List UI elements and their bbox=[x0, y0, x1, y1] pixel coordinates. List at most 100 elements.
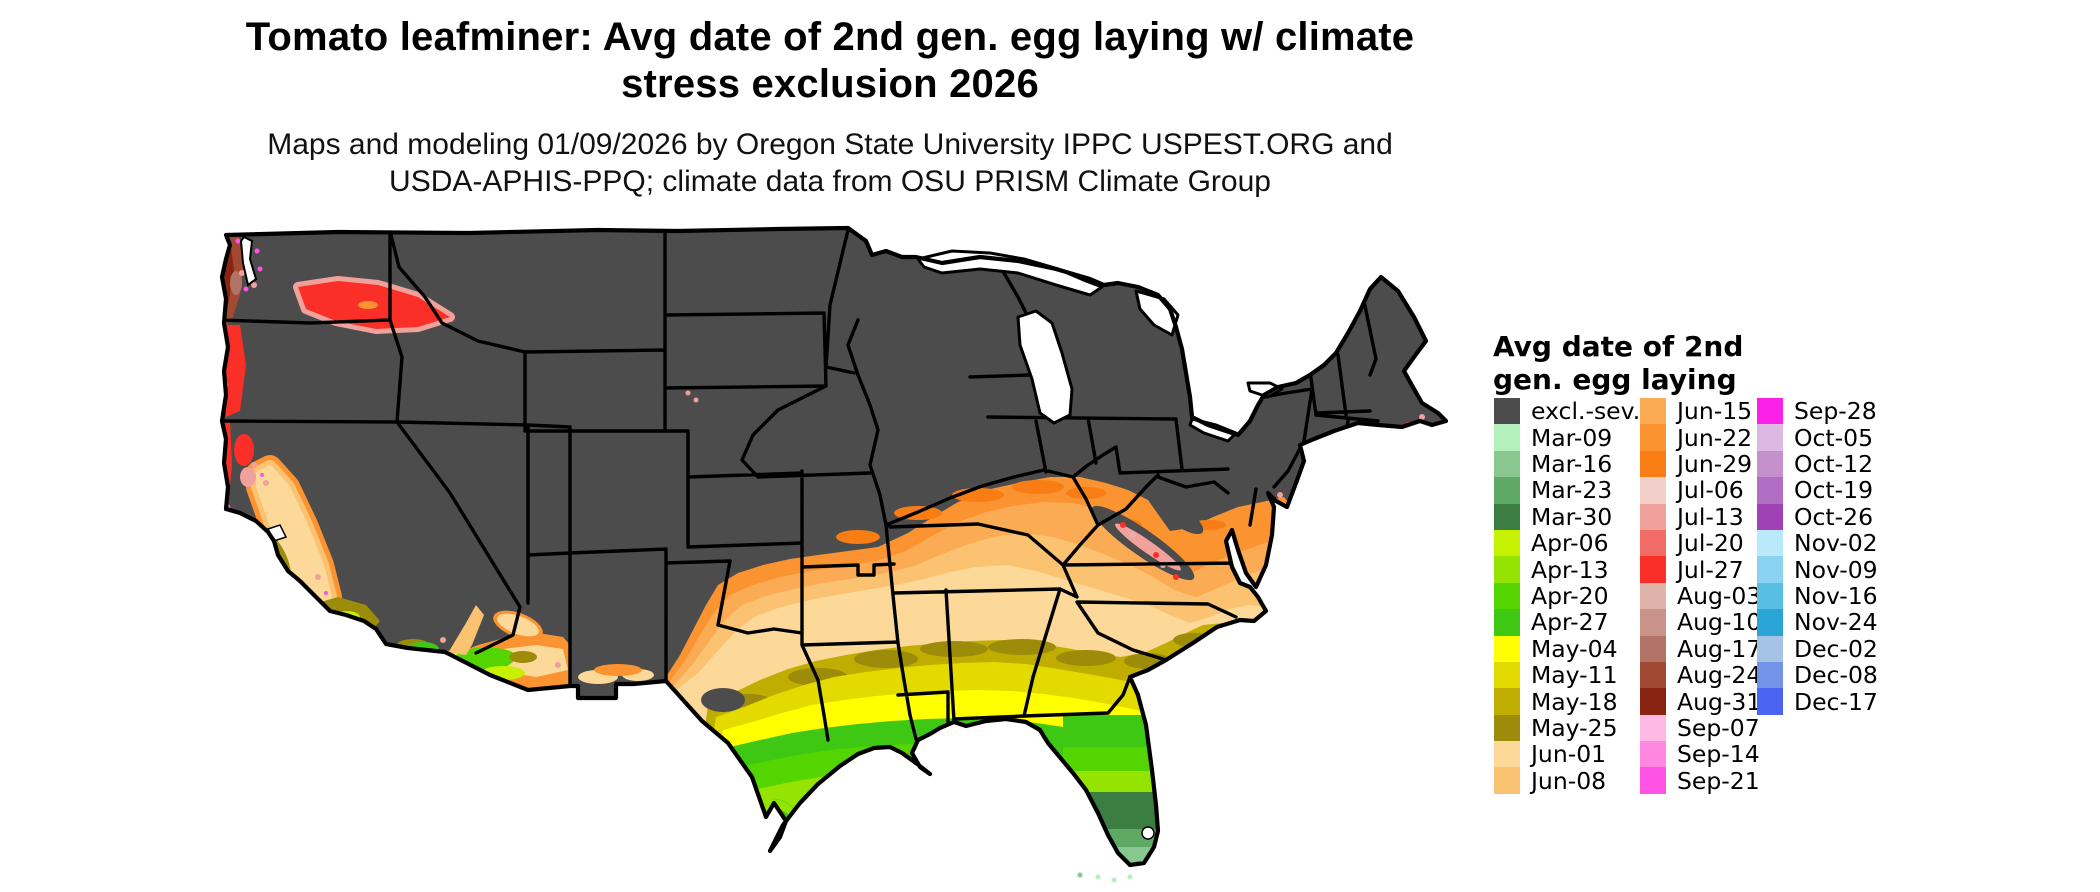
legend-entry: Apr-27 bbox=[1494, 608, 1640, 637]
legend-swatch bbox=[1757, 582, 1783, 610]
legend-entry: Jul-20 bbox=[1640, 529, 1761, 557]
legend-entry: Aug-10 bbox=[1640, 608, 1762, 637]
west-texas-gray bbox=[701, 688, 745, 712]
legend-swatch bbox=[1494, 398, 1520, 425]
legend-label: Aug-24 bbox=[1677, 661, 1762, 690]
legend-label: Dec-02 bbox=[1794, 634, 1878, 663]
legend-label: Sep-14 bbox=[1677, 740, 1760, 769]
legend-entry: Oct-05 bbox=[1757, 423, 1878, 452]
legend-entry: Apr-13 bbox=[1494, 556, 1640, 584]
header: Tomato leafminer: Avg date of 2nd gen. e… bbox=[230, 14, 1430, 200]
legend-label: Dec-17 bbox=[1794, 687, 1878, 716]
legend-swatch bbox=[1494, 767, 1520, 794]
legend-label: Sep-21 bbox=[1677, 766, 1760, 795]
legend-swatch bbox=[1757, 477, 1783, 504]
legend-swatch bbox=[1494, 609, 1520, 636]
page-subtitle: Maps and modeling 01/09/2026 by Oregon S… bbox=[230, 126, 1430, 200]
legend-entry: May-25 bbox=[1494, 714, 1640, 742]
legend-title: Avg date of 2nd gen. egg laying bbox=[1493, 330, 1743, 396]
legend-column-1: excl.-sev. Mar-09 Mar-16 Mar-23 Mar-30 Apr-06… bbox=[1494, 397, 1641, 795]
legend-label: Oct-05 bbox=[1794, 423, 1874, 452]
legend-entry: May-11 bbox=[1494, 661, 1640, 689]
legend-entry: Sep-07 bbox=[1640, 714, 1761, 742]
legend-swatch bbox=[1640, 767, 1666, 794]
legend-swatch bbox=[1757, 556, 1783, 583]
legend-label: Jun-01 bbox=[1531, 740, 1607, 769]
legend-swatch bbox=[1640, 714, 1666, 742]
legend-label: Aug-10 bbox=[1677, 608, 1762, 637]
legend-entry: Jun-22 bbox=[1640, 424, 1761, 452]
legend-entry: Aug-03 bbox=[1640, 582, 1761, 610]
legend-entry: Mar-30 bbox=[1494, 502, 1640, 531]
legend-label: Jul-13 bbox=[1677, 502, 1744, 531]
legend-swatch bbox=[1494, 741, 1520, 768]
legend-label: Jun-08 bbox=[1531, 766, 1607, 795]
legend-swatch bbox=[1494, 556, 1520, 583]
legend-label: Dec-08 bbox=[1794, 661, 1878, 690]
legend-entry: Jun-15 bbox=[1640, 397, 1761, 426]
legend-entry: Jun-01 bbox=[1494, 740, 1640, 769]
page-title-line2: stress exclusion 2026 bbox=[621, 62, 1039, 106]
legend-label: Nov-02 bbox=[1794, 529, 1878, 558]
legend-entry: Apr-20 bbox=[1494, 581, 1640, 610]
legend-swatch bbox=[1640, 529, 1666, 557]
legend-entry: Mar-16 bbox=[1494, 450, 1640, 478]
puget-sound bbox=[239, 235, 258, 287]
legend-swatch bbox=[1640, 556, 1666, 583]
legend-entry: May-04 bbox=[1494, 635, 1640, 663]
legend-entry: Sep-28 bbox=[1757, 397, 1878, 426]
legend-entry: Oct-26 bbox=[1757, 502, 1878, 531]
legend-entry: Nov-09 bbox=[1757, 555, 1878, 584]
page-subtitle-line2: USDA-APHIS-PPQ; climate data from OSU PR… bbox=[389, 165, 1271, 198]
legend-label: Sep-28 bbox=[1794, 397, 1877, 426]
legend-label: Aug-17 bbox=[1677, 634, 1762, 663]
legend-swatch bbox=[1640, 661, 1666, 689]
legend-swatch bbox=[1640, 424, 1666, 451]
legend-entry: Nov-02 bbox=[1757, 529, 1878, 558]
legend-swatch bbox=[1640, 741, 1666, 768]
legend-swatch bbox=[1494, 688, 1520, 715]
legend-swatch bbox=[1494, 661, 1520, 689]
legend-swatch bbox=[1757, 450, 1783, 478]
legend-title-line1: Avg date of 2nd bbox=[1493, 330, 1744, 363]
legend-entry: Oct-19 bbox=[1757, 476, 1878, 505]
legend-swatch bbox=[1757, 688, 1783, 715]
us-outline bbox=[219, 225, 1449, 868]
lake-michigan bbox=[1016, 309, 1074, 425]
legend-entry: Aug-31 bbox=[1640, 687, 1762, 716]
legend-swatch bbox=[1494, 635, 1520, 662]
legend-label: Apr-20 bbox=[1531, 581, 1609, 610]
legend-entry: Oct-12 bbox=[1757, 450, 1878, 478]
appalachian-streak bbox=[1091, 495, 1204, 581]
legend-label: excl.-sev. bbox=[1531, 397, 1641, 426]
legend-label: Jun-15 bbox=[1677, 397, 1753, 426]
legend-entry: Sep-14 bbox=[1640, 740, 1761, 769]
legend-title-line2: gen. egg laying bbox=[1493, 363, 1737, 396]
legend-swatch bbox=[1757, 503, 1783, 530]
legend-label: Apr-06 bbox=[1531, 529, 1609, 558]
legend-swatch bbox=[1640, 582, 1666, 610]
legend-label: Nov-16 bbox=[1794, 581, 1878, 610]
legend-label: Mar-30 bbox=[1531, 502, 1613, 531]
legend-label: Mar-09 bbox=[1531, 423, 1613, 452]
map-fill-layers bbox=[222, 228, 1446, 865]
legend-entry: Dec-02 bbox=[1757, 634, 1878, 663]
legend-swatch bbox=[1640, 503, 1666, 530]
legend-entry: Aug-17 bbox=[1640, 634, 1762, 663]
legend-label: Oct-19 bbox=[1794, 476, 1874, 505]
legend-swatch bbox=[1757, 661, 1783, 689]
legend-label: Apr-27 bbox=[1531, 608, 1609, 637]
us-map-container bbox=[218, 225, 1449, 885]
legend-label: Oct-26 bbox=[1794, 502, 1874, 531]
legend-label: Nov-09 bbox=[1794, 555, 1878, 584]
legend-swatch bbox=[1757, 529, 1783, 557]
legend-entry: Dec-17 bbox=[1757, 687, 1878, 716]
legend-entry: Jul-06 bbox=[1640, 476, 1761, 504]
legend-entry: Jun-29 bbox=[1640, 450, 1761, 478]
florida-bands bbox=[1063, 715, 1178, 865]
legend-swatch bbox=[1757, 609, 1783, 636]
legend-entry: Jul-27 bbox=[1640, 556, 1761, 584]
legend-entry: Jun-08 bbox=[1494, 766, 1640, 795]
legend-swatch bbox=[1640, 609, 1666, 636]
legend-label: Aug-31 bbox=[1677, 687, 1762, 716]
